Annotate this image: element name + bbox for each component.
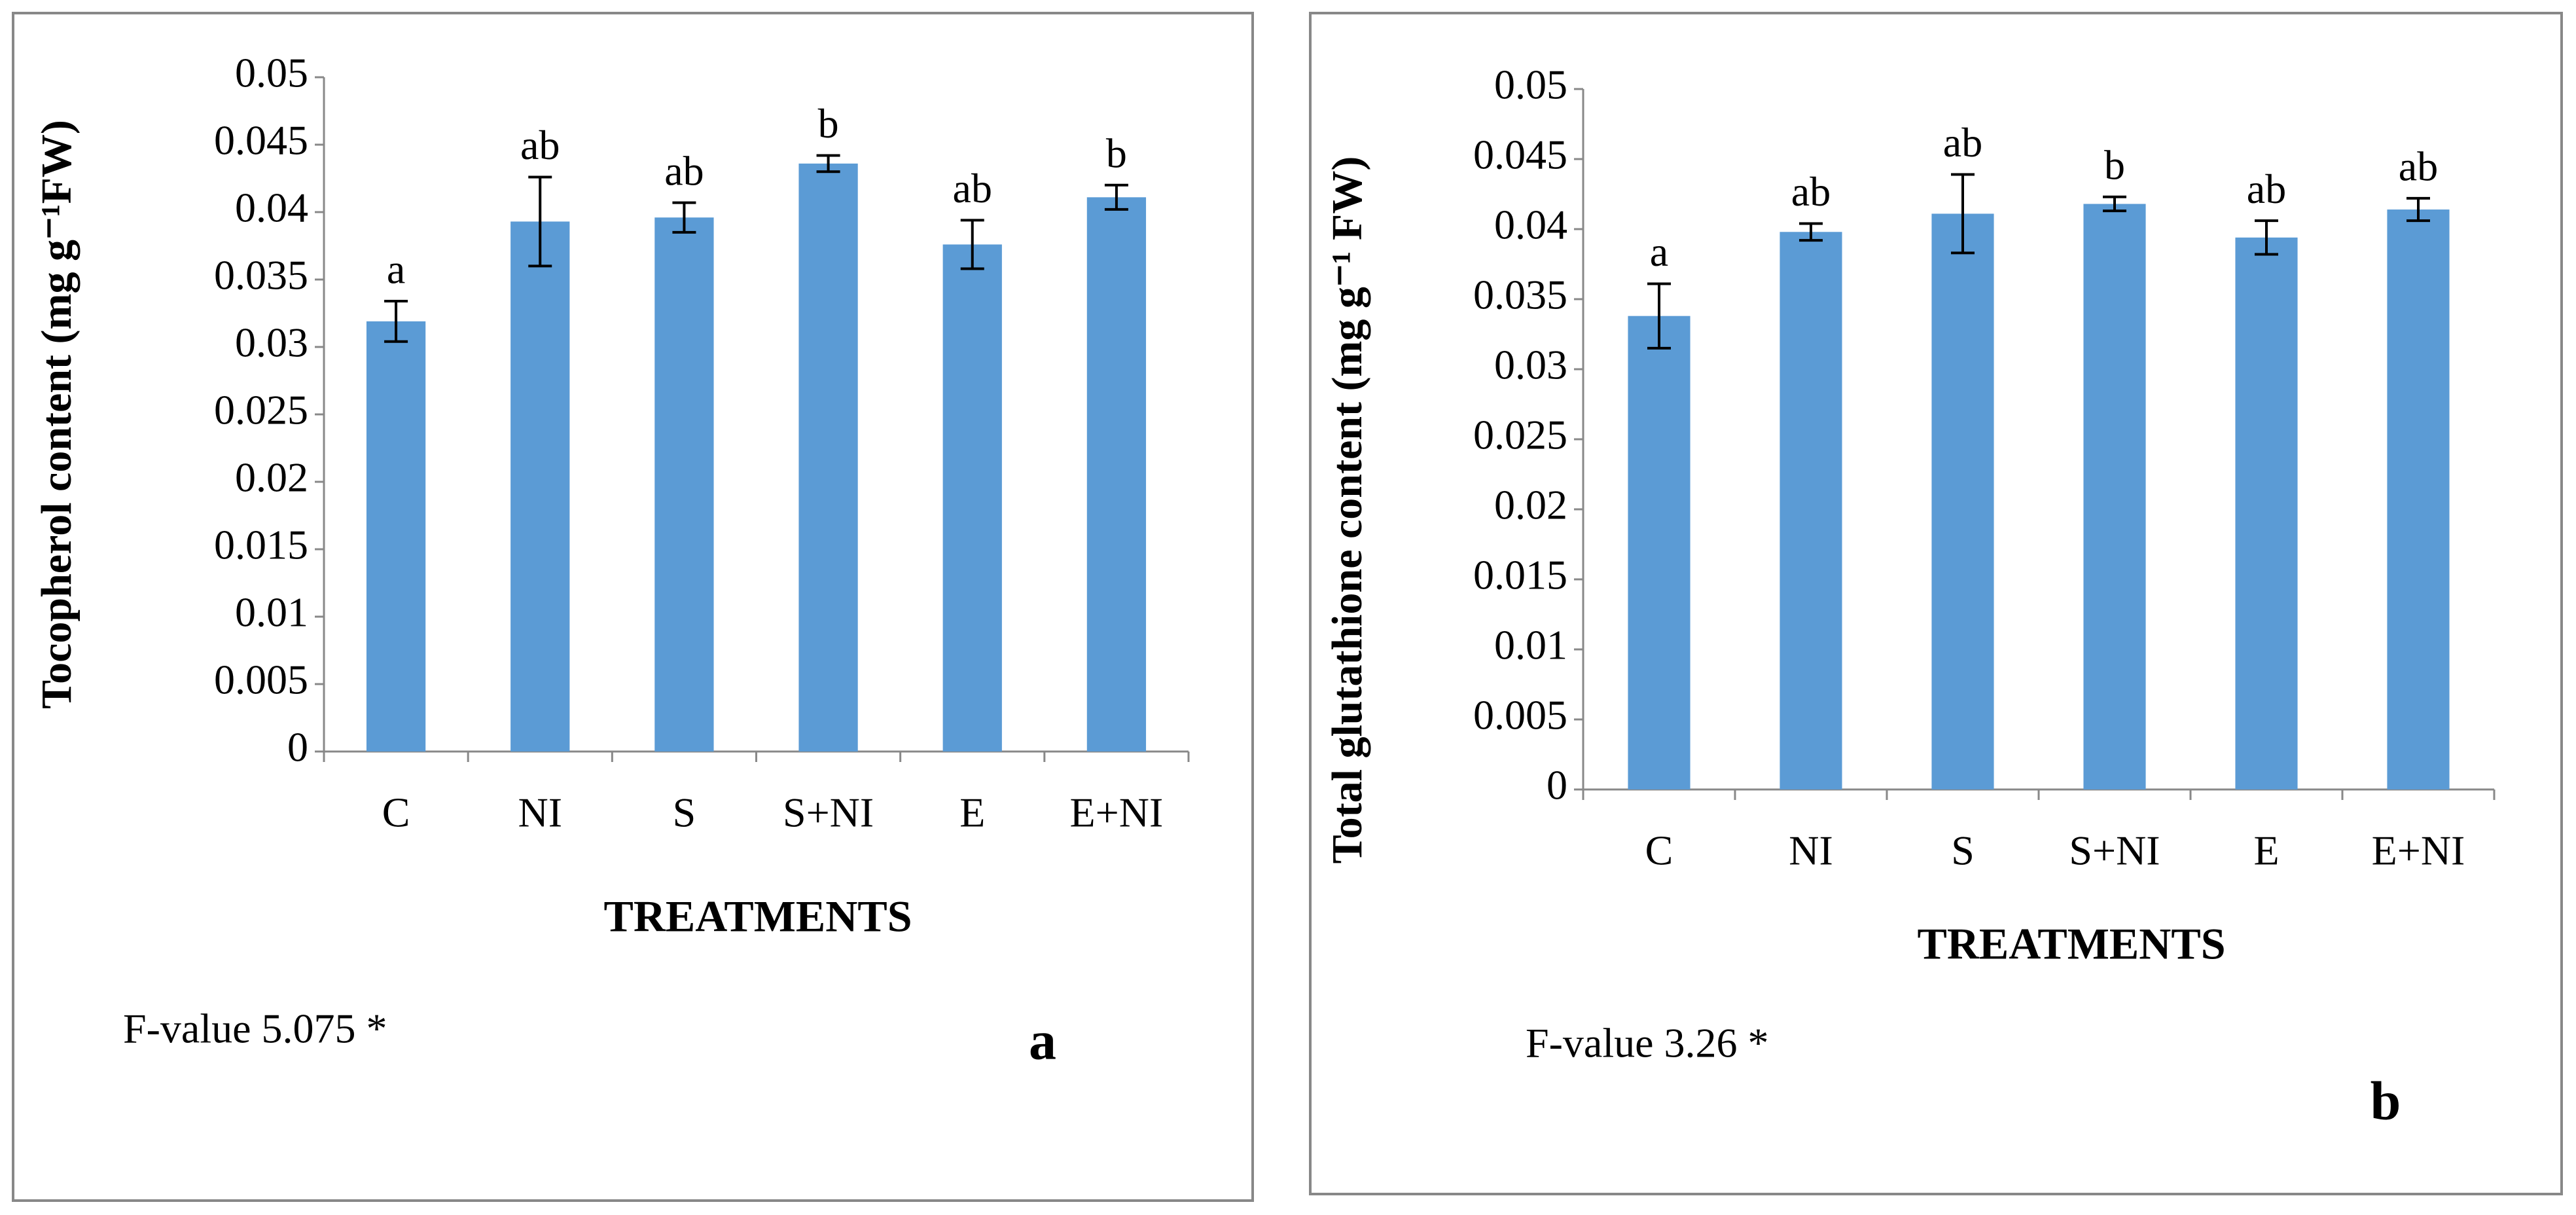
- y-tick-label: 0.025: [1473, 412, 1567, 458]
- y-axis-label: Total glutathione content (mg g⁻¹ FW): [1323, 156, 1371, 864]
- bar: [510, 221, 570, 752]
- significance-letter: b: [2104, 141, 2125, 188]
- y-tick-label: 0.03: [1494, 342, 1567, 388]
- significance-letter: b: [818, 100, 839, 147]
- x-tick-label: S: [673, 789, 696, 836]
- y-tick-label: 0.045: [1473, 132, 1567, 178]
- significance-letter: ab: [520, 122, 560, 168]
- bar: [654, 217, 714, 752]
- significance-letter: ab: [1943, 119, 1982, 166]
- y-tick-label: 0.02: [1494, 482, 1567, 528]
- y-tick-label: 0.035: [214, 252, 308, 299]
- y-tick-label: 0.04: [1494, 202, 1567, 248]
- bar: [2083, 204, 2146, 790]
- y-tick-label: 0.005: [1473, 692, 1567, 738]
- x-axis-label: TREATMENTS: [1917, 919, 2225, 969]
- y-tick-label: 0: [287, 724, 308, 771]
- significance-letter: ab: [664, 147, 704, 194]
- y-tick-label: 0.05: [1494, 62, 1567, 108]
- bar: [1780, 232, 1842, 789]
- x-tick-label: E: [959, 789, 985, 836]
- y-tick-label: 0.03: [235, 319, 308, 366]
- y-axis-label: Tocopherol content (mg g⁻¹FW): [33, 120, 80, 709]
- significance-letter: ab: [953, 165, 992, 211]
- y-tick-label: 0.01: [1494, 622, 1567, 668]
- significance-letter: ab: [2399, 143, 2438, 190]
- f-value-note: F-value 3.26 *: [1526, 1020, 1769, 1066]
- y-tick-label: 0.025: [214, 387, 308, 433]
- panel-label: a: [1029, 1010, 1056, 1071]
- x-axis-label: TREATMENTS: [603, 892, 912, 941]
- panel-border: [12, 12, 1254, 1202]
- y-tick-label: 0.015: [214, 522, 308, 568]
- x-tick-label: E+NI: [2372, 827, 2465, 874]
- y-tick-label: 0.005: [214, 657, 308, 703]
- f-value-note: F-value 5.075 *: [123, 1006, 387, 1052]
- bar: [942, 244, 1002, 752]
- y-tick-label: 0.02: [235, 454, 308, 501]
- x-tick-label: S: [1951, 827, 1975, 874]
- x-tick-label: S+NI: [2069, 827, 2160, 874]
- bar: [1086, 197, 1147, 752]
- x-tick-label: NI: [1789, 827, 1833, 874]
- significance-letter: a: [1650, 228, 1668, 275]
- bar: [366, 321, 426, 752]
- panel-border: [1309, 12, 2563, 1195]
- x-tick-label: C: [1645, 827, 1673, 874]
- significance-letter: ab: [1791, 168, 1831, 215]
- x-tick-label: E+NI: [1070, 789, 1164, 836]
- significance-letter: a: [387, 246, 405, 293]
- x-tick-label: NI: [518, 789, 562, 836]
- y-tick-label: 0.045: [214, 117, 308, 164]
- bar: [1628, 316, 1690, 789]
- panel-label: b: [2370, 1070, 2401, 1131]
- significance-letter: b: [1106, 130, 1127, 176]
- bar: [798, 163, 858, 752]
- y-tick-label: 0.01: [235, 589, 308, 636]
- y-tick-label: 0.04: [235, 185, 308, 231]
- bar: [2235, 237, 2298, 790]
- significance-letter: ab: [2247, 166, 2286, 212]
- y-tick-label: 0.015: [1473, 552, 1567, 598]
- x-tick-label: E: [2253, 827, 2279, 874]
- x-tick-label: C: [382, 789, 410, 836]
- bar: [2387, 209, 2450, 789]
- y-tick-label: 0.035: [1473, 272, 1567, 318]
- y-tick-label: 0.05: [235, 50, 308, 96]
- bar: [1931, 213, 1994, 790]
- y-tick-label: 0: [1547, 762, 1567, 808]
- x-tick-label: S+NI: [783, 789, 874, 836]
